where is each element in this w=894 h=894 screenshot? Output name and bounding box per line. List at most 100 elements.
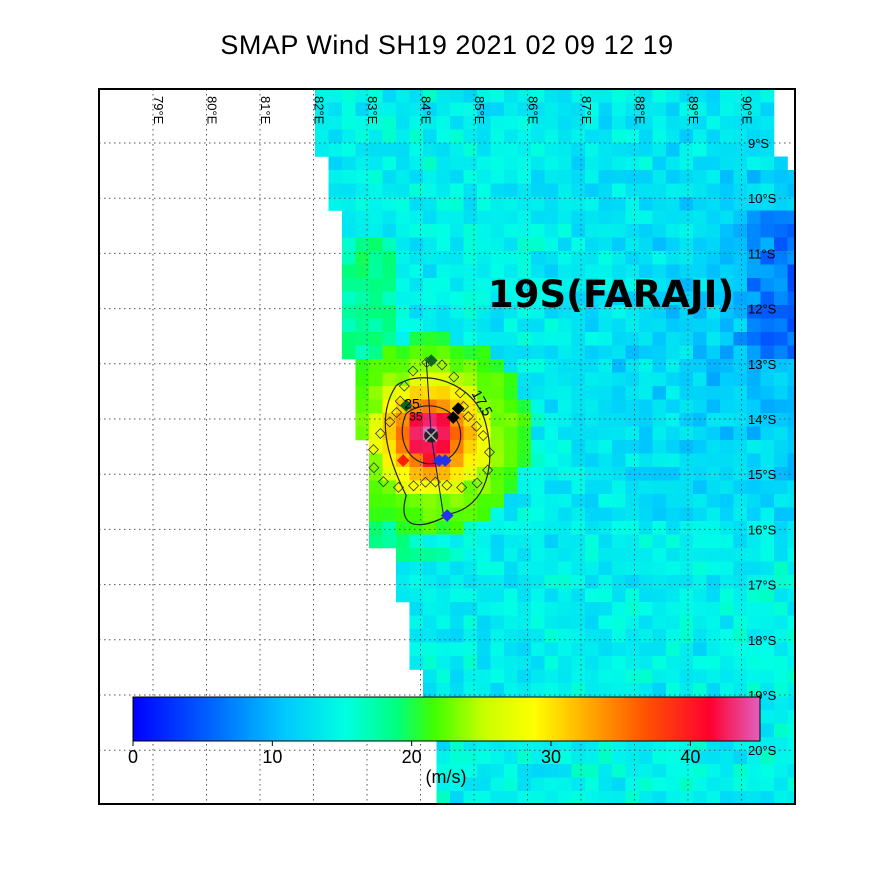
wind-cell xyxy=(733,521,748,535)
wind-cell xyxy=(463,332,478,346)
wind-cell xyxy=(544,507,559,522)
wind-cell xyxy=(558,750,572,765)
wind-cell xyxy=(409,588,424,603)
wind-cell xyxy=(760,642,775,657)
wind-cell xyxy=(598,588,613,603)
colorbar-ticks: 0 10 20 30 40 xyxy=(128,741,700,767)
wind-cell xyxy=(571,332,586,346)
wind-cell xyxy=(585,386,599,400)
wind-cell xyxy=(490,521,505,535)
wind-cell xyxy=(598,426,613,441)
wind-cell xyxy=(463,224,478,238)
wind-cell xyxy=(504,669,518,684)
wind-cell xyxy=(436,210,451,225)
wind-cell xyxy=(544,426,559,441)
wind-cell xyxy=(747,359,761,373)
wind-cell xyxy=(382,426,397,441)
wind-cell xyxy=(409,561,424,576)
colorbar-tick-label: 0 xyxy=(128,747,138,767)
wind-cell xyxy=(774,575,788,589)
wind-cell xyxy=(774,332,788,346)
wind-cell xyxy=(787,480,795,495)
wind-cell xyxy=(774,291,788,306)
wind-cell xyxy=(652,629,667,643)
wind-cell xyxy=(598,345,613,360)
wind-cell xyxy=(747,264,761,279)
wind-cell xyxy=(436,264,451,279)
wind-cell xyxy=(531,156,545,171)
wind-cell xyxy=(787,656,795,670)
wind-cell xyxy=(342,318,356,333)
wind-cell xyxy=(760,467,775,481)
wind-cell xyxy=(450,683,464,697)
wind-cell xyxy=(450,224,464,238)
wind-cell xyxy=(504,386,518,400)
wind-cell xyxy=(625,750,640,765)
wind-cell xyxy=(693,791,707,804)
wind-cell xyxy=(558,102,572,117)
wind-cell xyxy=(544,548,559,562)
wind-cell xyxy=(666,156,680,171)
lon-label: 89°E xyxy=(686,96,701,125)
wind-cell xyxy=(787,507,795,522)
wind-cell xyxy=(558,278,572,292)
wind-cell xyxy=(639,264,653,279)
wind-cell xyxy=(747,588,761,603)
wind-cell xyxy=(747,345,761,360)
storm-center-icon xyxy=(424,429,438,443)
wind-cell xyxy=(504,237,518,252)
wind-cell xyxy=(760,210,775,225)
wind-cell xyxy=(558,224,572,238)
wind-cell xyxy=(436,89,451,103)
wind-cell xyxy=(787,575,795,589)
wind-cell xyxy=(598,656,613,670)
lon-label: 82°E xyxy=(312,96,327,125)
wind-cell xyxy=(598,102,613,117)
wind-cell xyxy=(477,372,491,387)
wind-cell xyxy=(747,102,761,117)
wind-cell xyxy=(666,683,680,697)
wind-cell xyxy=(774,696,788,711)
wind-cell xyxy=(463,588,478,603)
wind-cell xyxy=(342,143,356,157)
wind-cell xyxy=(531,534,545,549)
wind-cell xyxy=(679,602,694,616)
wind-cell xyxy=(436,129,451,144)
wind-cell xyxy=(693,602,707,616)
wind-cell xyxy=(625,575,640,589)
wind-cell xyxy=(639,534,653,549)
wind-cell xyxy=(639,197,653,211)
wind-cell xyxy=(666,170,680,184)
wind-cell xyxy=(774,386,788,400)
wind-cell xyxy=(625,291,640,306)
wind-cell xyxy=(787,359,795,373)
wind-cell xyxy=(666,291,680,306)
wind-cell xyxy=(598,521,613,535)
wind-cell xyxy=(477,386,491,400)
wind-cell xyxy=(450,575,464,589)
wind-cell xyxy=(598,669,613,684)
wind-cell xyxy=(585,237,599,252)
wind-cell xyxy=(733,345,748,360)
wind-cell xyxy=(747,372,761,387)
map-title: SMAP Wind SH19 2021 02 09 12 19 xyxy=(220,30,674,60)
wind-cell xyxy=(477,440,491,454)
wind-cell xyxy=(477,602,491,616)
wind-cell xyxy=(679,561,694,576)
wind-cell xyxy=(450,129,464,144)
wind-cell xyxy=(531,561,545,576)
wind-cell xyxy=(396,116,410,130)
wind-cell xyxy=(679,359,694,373)
wind-cell xyxy=(760,548,775,562)
wind-cell xyxy=(531,548,545,562)
wind-cell xyxy=(747,278,761,292)
wind-cell xyxy=(598,305,613,319)
wind-cell xyxy=(760,602,775,616)
wind-cell xyxy=(666,669,680,684)
wind-cell xyxy=(774,534,788,549)
wind-cell xyxy=(693,561,707,576)
wind-cell xyxy=(558,669,572,684)
wind-cell xyxy=(504,399,518,414)
wind-cell xyxy=(396,440,410,454)
wind-cell xyxy=(531,656,545,670)
